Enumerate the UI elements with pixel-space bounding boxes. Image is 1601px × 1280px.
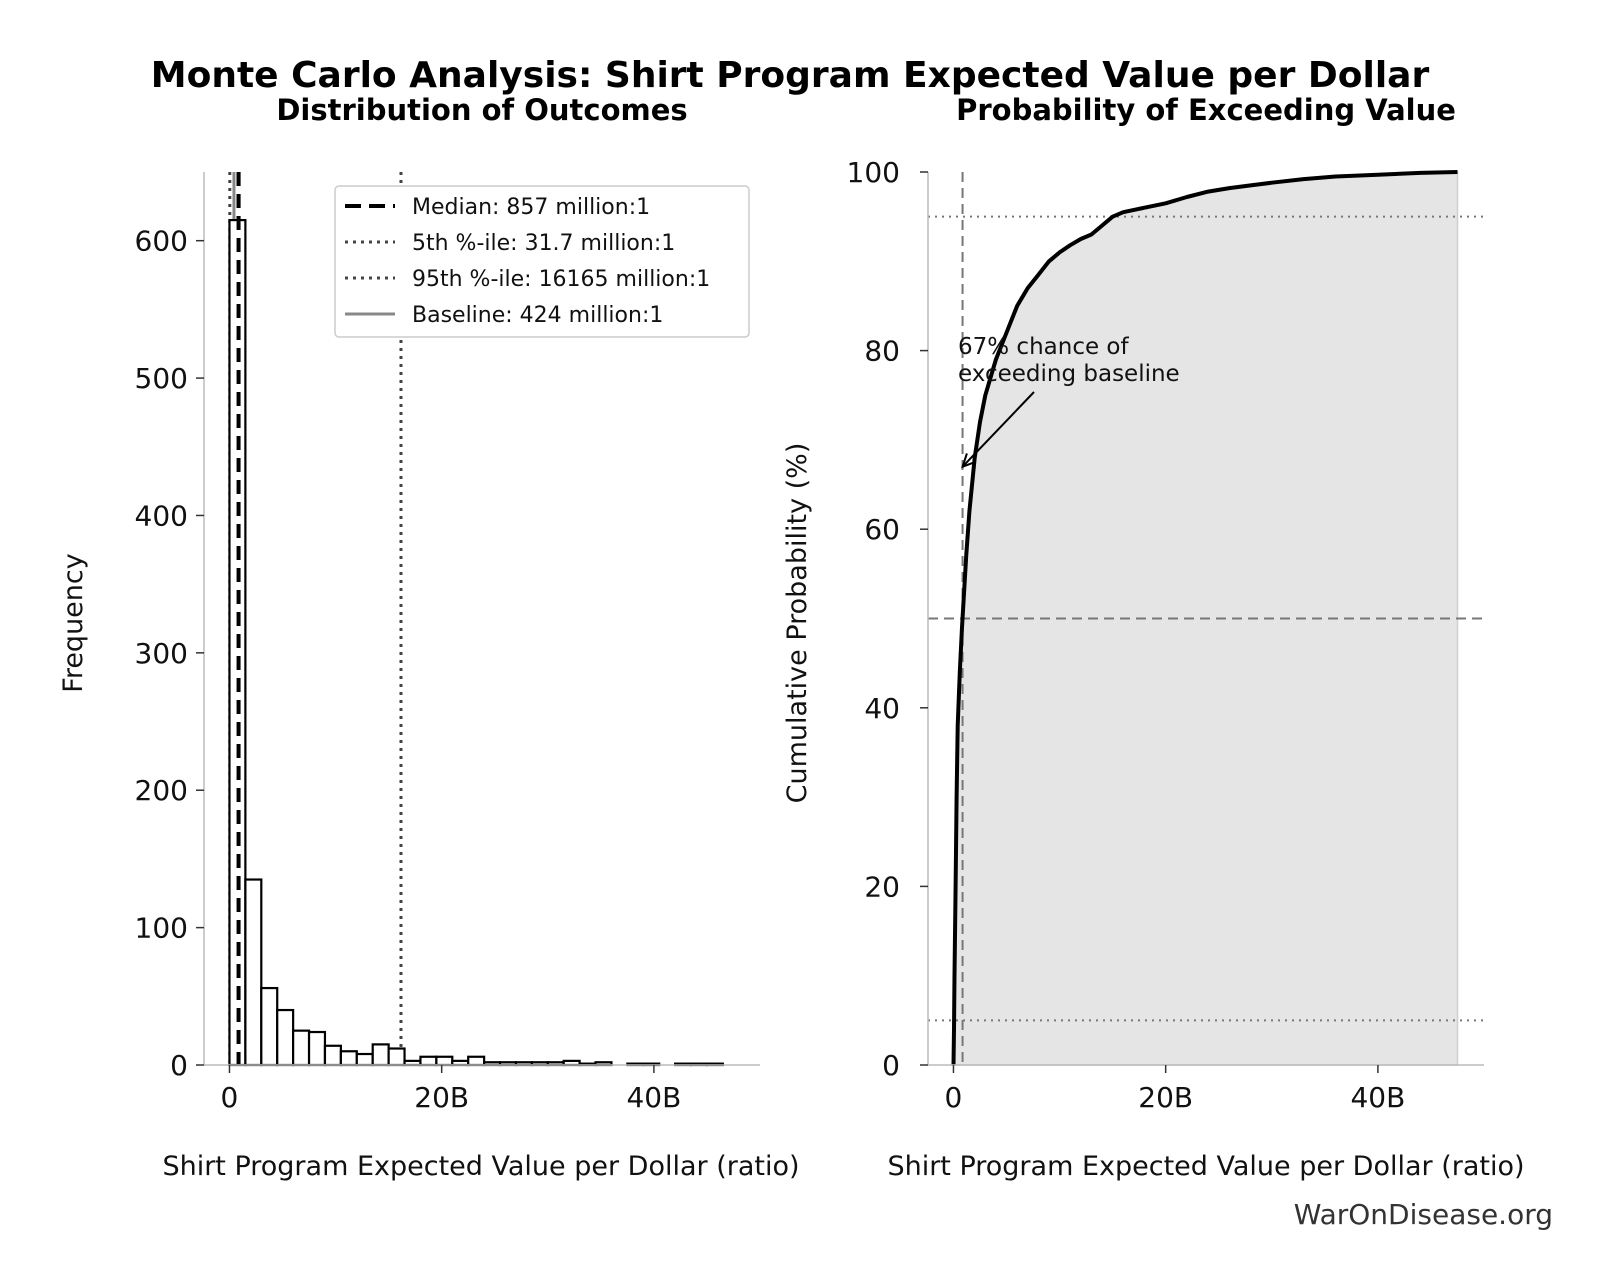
- histogram-bar-4: [292, 1029, 311, 1067]
- histogram-chart: Distribution of Outcomes 0 100 200 300 400 50…: [58, 93, 800, 1182]
- annotation-line-1: 67% chance of: [958, 334, 1130, 360]
- histogram-x-tick-label: 20B: [414, 1081, 469, 1114]
- histogram-legend: Median: 857 million:1 5th %-ile: 31.7 mi…: [334, 185, 750, 338]
- legend-label-p5: 5th %-ile: 31.7 million:1: [412, 231, 675, 256]
- histogram-x-axis-label: Shirt Program Expected Value per Dollar …: [162, 1151, 799, 1182]
- histogram-y-tick-label: 0: [170, 1049, 188, 1082]
- histogram-y-ticks: 0 100 200 300 400 500 600: [135, 225, 204, 1082]
- legend-label-median: Median: 857 million:1: [412, 195, 650, 220]
- histogram-bar-12: [419, 1055, 438, 1067]
- histogram-bar-10: [387, 1047, 406, 1067]
- legend-frame: [334, 185, 750, 338]
- histogram-bar-9: [371, 1043, 390, 1067]
- cumulative-y-tick-label: 0: [882, 1049, 900, 1082]
- cumulative-y-tick-label: 20: [864, 870, 900, 903]
- annotation-line-2: exceeding baseline: [958, 361, 1180, 387]
- cumulative-y-axis-label: Cumulative Probability (%): [782, 443, 813, 804]
- figure-title: Monte Carlo Analysis: Shirt Program Expe…: [151, 55, 1430, 96]
- annotation-arrow-head: [961, 453, 977, 469]
- legend-entry-p95: 95th %-ile: 16165 million:1: [345, 267, 710, 292]
- histogram-y-axis-label: Frequency: [58, 553, 89, 693]
- histogram-y-tick-label: 100: [135, 912, 188, 945]
- histogram-axes: [203, 172, 760, 1066]
- legend-entry-p5: 5th %-ile: 31.7 million:1: [345, 231, 675, 256]
- histogram-bar-15: [467, 1055, 486, 1067]
- legend-entry-median: Median: 857 million:1: [345, 195, 650, 220]
- histogram-bar-5: [307, 1030, 327, 1067]
- histogram-y-tick-label: 500: [135, 362, 188, 395]
- cumulative-x-axis-label: Shirt Program Expected Value per Dollar …: [887, 1151, 1524, 1182]
- cumulative-y-tick-label: 60: [864, 513, 900, 546]
- histogram-x-tick-label: 40B: [626, 1081, 681, 1114]
- cumulative-x-ticks: 0 20B 40B: [945, 1065, 1405, 1114]
- cumulative-curve: [951, 170, 1458, 1066]
- histogram-y-tick-label: 200: [135, 774, 188, 807]
- cumulative-x-tick-label: 20B: [1138, 1081, 1193, 1114]
- cumulative-x-tick-label: 0: [945, 1081, 963, 1114]
- histogram-bar-2: [260, 986, 279, 1067]
- cumulative-chart: Probability of Exceeding Value 0 20 40 60 80…: [782, 93, 1525, 1182]
- watermark: WarOnDisease.org: [1294, 1198, 1553, 1231]
- histogram-y-tick-label: 600: [135, 225, 188, 258]
- histogram-y-tick-label: 400: [135, 499, 188, 532]
- histogram-bar-7: [339, 1050, 358, 1067]
- cumulative-axes: [927, 172, 1484, 1066]
- cumulative-y-tick-label: 80: [864, 335, 900, 368]
- cumulative-x-tick-label: 40B: [1350, 1081, 1405, 1114]
- cumulative-y-tick-label: 100: [847, 156, 900, 189]
- cumulative-y-ticks: 0 20 40 60 80 100: [847, 156, 928, 1082]
- histogram-bar-13: [435, 1055, 454, 1067]
- cumulative-y-tick-label: 40: [864, 692, 900, 725]
- legend-label-baseline: Baseline: 424 million:1: [412, 303, 663, 328]
- legend-entry-baseline: Baseline: 424 million:1: [345, 303, 663, 328]
- histogram-bar-3: [276, 1008, 295, 1067]
- histogram-bar-1: [244, 878, 263, 1067]
- cumulative-reference-lines: [928, 172, 1484, 1065]
- annotation-arrow: [961, 391, 1035, 468]
- legend-label-p95: 95th %-ile: 16165 million:1: [412, 267, 710, 292]
- histogram-bar-6: [323, 1044, 342, 1067]
- histogram-x-tick-label: 0: [221, 1081, 239, 1114]
- histogram-x-ticks: 0 20B 40B: [221, 1065, 681, 1114]
- histogram-subtitle: Distribution of Outcomes: [276, 93, 687, 127]
- annotation: 67% chance of exceeding baseline: [958, 334, 1180, 469]
- histogram-bar-8: [355, 1052, 374, 1067]
- histogram-y-tick-label: 300: [135, 637, 188, 670]
- cumulative-subtitle: Probability of Exceeding Value: [956, 93, 1456, 127]
